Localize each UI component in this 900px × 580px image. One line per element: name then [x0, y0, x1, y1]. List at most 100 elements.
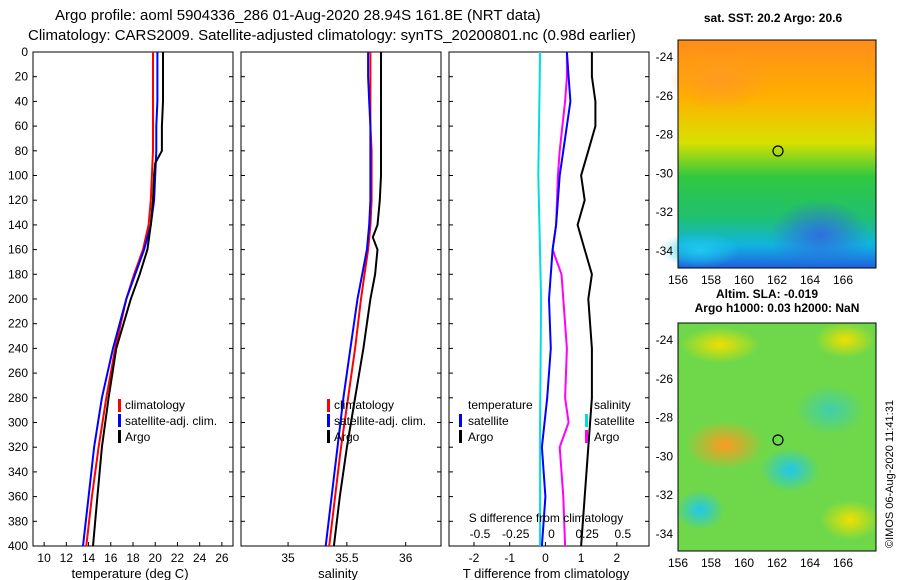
y-tick-label: 140 [8, 218, 28, 232]
sst-map-title: sat. SST: 20.2 Argo: 20.6 [704, 11, 843, 25]
legend-swatch-climatology [327, 399, 330, 412]
salinity-panel-frame [240, 51, 442, 547]
salinity-legend: climatology satellite-adj. clim. Argo [327, 398, 426, 444]
legend-label: satellite-adj. clim. [334, 414, 426, 428]
difference-series [537, 52, 597, 546]
map-x-tick-label: 160 [734, 273, 754, 287]
x-tick-label: 24 [193, 551, 207, 565]
sst-cyan-patch [660, 232, 740, 268]
x-tick-label: -1 [504, 551, 515, 565]
map-y-tick-label: -34 [656, 527, 674, 541]
sst-warm-patch [670, 50, 770, 110]
legend-swatch-climatology [118, 399, 121, 412]
temperature-xlabel: temperature (deg C) [71, 566, 188, 580]
sla-map-subtitle: Argo h1000: 0.03 h2000: NaN [695, 301, 860, 315]
temperature-panel-frame [32, 51, 234, 547]
series-line-t-satellite-clim [537, 52, 543, 546]
map-y-tick-label: -28 [656, 411, 674, 425]
map-y-tick-label: -30 [656, 166, 674, 180]
legend-swatch-argo [459, 430, 462, 443]
y-tick-label: 260 [8, 366, 28, 380]
y-tick-label: 220 [8, 317, 28, 331]
map-x-tick-label: 158 [701, 556, 721, 570]
sla-yellow-patch [820, 500, 880, 540]
temperature-series [82, 52, 164, 546]
y-tick-label: 100 [8, 169, 28, 183]
legend-label: temperature [468, 398, 533, 412]
map-y-tick-label: -30 [656, 449, 674, 463]
series-line-argo [332, 52, 382, 546]
sla-cyan-patch [675, 490, 725, 530]
map-y-tick-label: -32 [656, 488, 674, 502]
map-y-tick-label: -26 [656, 372, 674, 386]
legend-label: climatology [334, 398, 394, 412]
legend-label: satellite [468, 414, 509, 428]
series-line-s-satellite-clim [551, 52, 570, 546]
y-tick-label: 360 [8, 490, 28, 504]
top-x-tick-label: -0.5 [470, 527, 491, 541]
x-tick-label: 2 [614, 551, 621, 565]
sla-orange-patch [685, 420, 765, 470]
legend-label: satellite [594, 414, 635, 428]
legend-label: Argo [468, 430, 494, 444]
map-x-tick-label: 156 [668, 273, 688, 287]
map-x-tick-label: 164 [800, 273, 820, 287]
map-y-tick-label: -32 [656, 205, 674, 219]
legend-swatch-argo [118, 430, 121, 443]
x-tick-label: 0 [542, 551, 549, 565]
difference-xlabel: T difference from climatology [463, 566, 630, 580]
difference-legend: temperature satellite Argo salinity sate… [459, 398, 635, 444]
legend-label: climatology [125, 398, 185, 412]
map-x-tick-label: 164 [800, 556, 820, 570]
salinity-series [324, 52, 382, 546]
depth-axis: 0 20 40 60 80 100 120 140 160 180 200 220 240 260 280 3… [8, 45, 28, 553]
y-tick-label: 180 [8, 267, 28, 281]
legend-label: salinity [594, 398, 631, 412]
legend-swatch-argo [327, 430, 330, 443]
legend-label: Argo [594, 430, 620, 444]
x-tick-label: -2 [469, 551, 480, 565]
map-y-tick-label: -24 [656, 50, 674, 64]
sla-map-ticks: 156 158 160 162 164 166 -24 -26 -28 -30 -32 -34 [656, 333, 854, 570]
sla-map-frame [677, 322, 877, 552]
y-tick-label: 200 [8, 292, 28, 306]
series-line-satellite-adj-clim- [82, 52, 159, 546]
y-tick-label: 400 [8, 539, 28, 553]
series-line-satellite-adj-clim- [324, 52, 372, 546]
y-tick-label: 320 [8, 440, 28, 454]
y-tick-label: 280 [8, 391, 28, 405]
y-tick-label: 20 [15, 70, 29, 84]
x-tick-label: 16 [104, 551, 118, 565]
sla-map-title: Altim. SLA: -0.019 [716, 287, 818, 301]
x-tick-label: 35 [281, 551, 295, 565]
legend-swatch-satellite [459, 414, 462, 427]
header-line-1: Argo profile: aoml 5904336_286 01-Aug-20… [55, 7, 541, 24]
sla-cyan-patch [795, 385, 865, 435]
x-tick-label: 35.5 [335, 551, 359, 565]
imos-timestamp: ©IMOS 06-Aug-2020 11:41:31 [884, 400, 896, 548]
sla-map [675, 322, 880, 552]
header-line-2: Climatology: CARS2009. Satellite-adjuste… [28, 27, 636, 44]
tick-marks [33, 51, 649, 547]
difference-top-xlabel: S difference from climatology [469, 511, 624, 525]
series-line-t-argo-clim [540, 52, 572, 546]
sst-map-ticks: 156 158 160 162 164 166 -24 -26 -28 -30 -32 -34 [656, 50, 854, 287]
top-x-tick-label: 0.5 [615, 527, 632, 541]
x-tick-label: 1 [578, 551, 585, 565]
map-x-tick-label: 158 [701, 273, 721, 287]
map-x-tick-label: 156 [668, 556, 688, 570]
sla-cyan-patch [760, 448, 820, 492]
sst-map [660, 39, 877, 270]
x-tick-labels: 10 12 14 16 18 20 22 24 26 35 35.5 36 -2 -1 0 1 2-0.5 -0.… [37, 527, 631, 565]
y-tick-label: 0 [21, 45, 28, 59]
y-tick-label: 380 [8, 514, 28, 528]
sla-yellow-patch [680, 327, 760, 363]
x-tick-label: 22 [171, 551, 185, 565]
top-x-tick-label: 0 [548, 527, 555, 541]
x-tick-label: 36 [399, 551, 413, 565]
argo-location-marker [772, 145, 784, 157]
series-line-s-argo-clim [576, 52, 597, 546]
y-tick-label: 300 [8, 416, 28, 430]
map-x-tick-label: 166 [833, 273, 853, 287]
